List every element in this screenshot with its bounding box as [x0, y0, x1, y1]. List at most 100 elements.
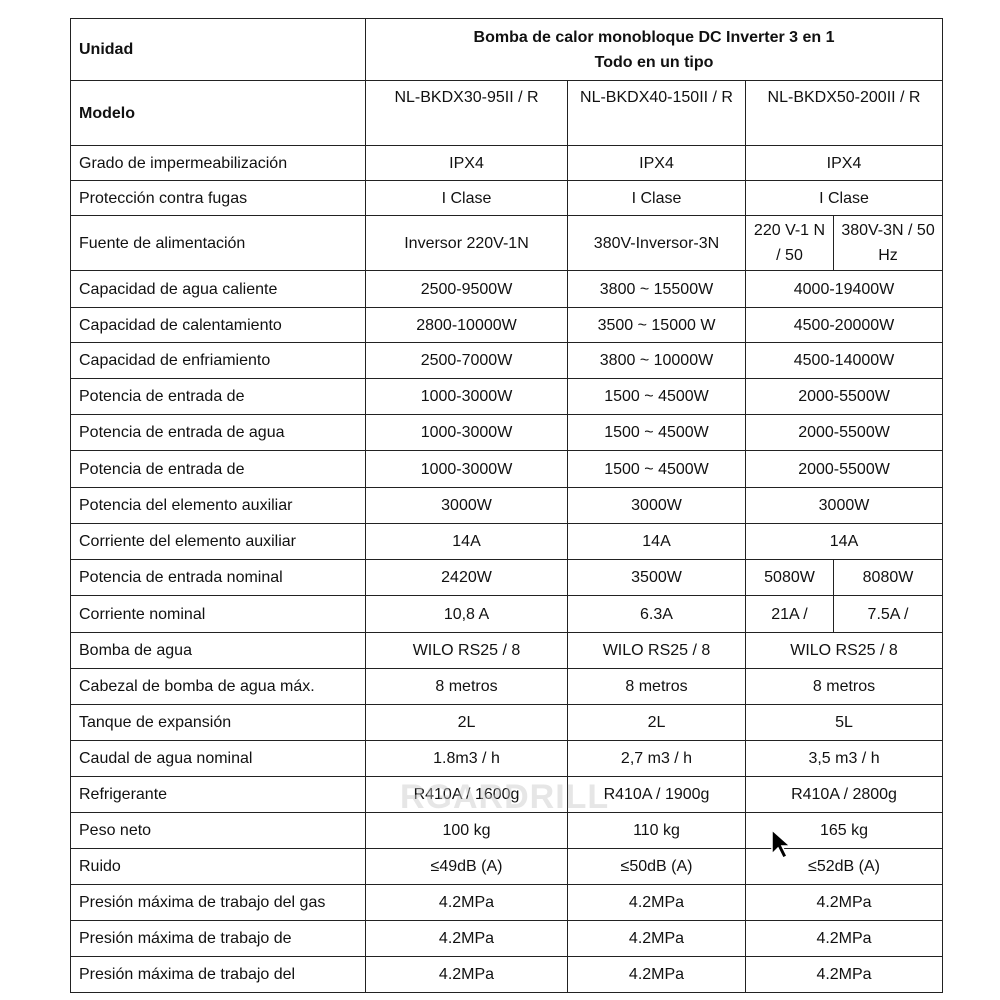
cell-value: 10,8 A [443, 605, 490, 623]
value-cell: 5080W [745, 559, 834, 596]
value-cell: 4500-20000W [744, 307, 944, 343]
cell-value: Inversor 220V-1N [404, 234, 529, 252]
header-title-line: Todo en un tipo [594, 53, 714, 71]
value-cell: 1500 ~ 4500W [567, 414, 746, 451]
cell-value: 1000-3000W [420, 460, 513, 478]
row-label: Potencia de entrada nominal [79, 569, 283, 586]
value-cell: 3000W [744, 487, 944, 524]
row-label: Capacidad de calentamiento [79, 316, 282, 334]
cell-value: 2420W [441, 569, 492, 586]
row-label: Potencia de entrada de agua [79, 424, 285, 441]
row-label-cell: Potencia de entrada de [70, 378, 366, 415]
value-cell: 7.5A / [832, 595, 944, 633]
table-row: Modelo NL-BKDX30-95II / R NL-BKDX40-150II … [70, 80, 944, 146]
value-cell: WILO RS25 / 8 [567, 632, 746, 669]
cell-value: 100 kg [442, 822, 491, 839]
model-name: NL-BKDX50-200II / R [767, 89, 921, 106]
row-label-cell: Potencia de entrada de agua [70, 414, 366, 451]
cell-value: 3,5 m3 / h [808, 750, 880, 767]
model-label-cell: Modelo [70, 80, 366, 146]
table-row: Potencia de entrada nominal 2420W 3500W 508… [70, 559, 944, 596]
row-label: Bomba de agua [79, 642, 192, 659]
value-cell: 4.2MPa [744, 920, 944, 957]
row-label-cell: Bomba de agua [70, 632, 366, 669]
cell-value: 1000-3000W [420, 388, 513, 405]
cell-value: 5L [835, 714, 853, 731]
value-cell: 100 kg [365, 812, 568, 849]
value-cell: 1000-3000W [365, 450, 568, 488]
value-cell: IPX4 [744, 145, 944, 181]
row-label: Refrigerante [79, 786, 168, 803]
row-label-cell: Capacidad de calentamiento [70, 307, 366, 343]
cell-value: 3500 ~ 15000 W [597, 316, 716, 334]
row-label: Capacidad de agua caliente [79, 280, 278, 298]
value-cell: 3800 ~ 10000W [567, 342, 746, 379]
cell-value: 1500 ~ 4500W [604, 424, 709, 441]
cell-value: 8080W [862, 569, 914, 586]
value-cell: ≤49dB (A) [365, 848, 568, 885]
cell-value: I Clase [819, 189, 869, 207]
cell-value: I Clase [631, 189, 682, 207]
row-label: Cabezal de bomba de agua máx. [79, 678, 315, 695]
cell-value: 3800 ~ 10000W [599, 352, 714, 369]
cell-value: 2,7 m3 / h [620, 750, 693, 767]
value-cell: 6.3A [567, 595, 746, 633]
row-label: Capacidad de enfriamiento [79, 352, 271, 369]
value-cell: ≤50dB (A) [567, 848, 746, 885]
row-label-cell: Corriente nominal [70, 595, 366, 633]
table-row: Protección contra fugas I Clase I Clase I C… [70, 180, 944, 216]
table-row: Unidad Bomba de calor monobloque DC Inver… [70, 18, 944, 81]
value-cell: 3500 ~ 15000 W [567, 307, 746, 343]
table-row: Tanque de expansión 2L 2L 5L [70, 704, 944, 741]
value-cell: 1000-3000W [365, 414, 568, 451]
value-cell: 4.2MPa [365, 884, 568, 921]
row-label-cell: Capacidad de enfriamiento [70, 342, 366, 379]
table-row: Potencia de entrada de agua 1000-3000W 150… [70, 414, 944, 451]
cell-value: 3000W [441, 497, 492, 514]
cell-value: 3000W [631, 497, 682, 514]
mouse-cursor [771, 828, 792, 860]
header-label-cell: Unidad [70, 18, 366, 81]
table-row: Refrigerante R410A / 1600g R410A / 1900g R4… [70, 776, 944, 813]
cell-value: 4500-14000W [793, 352, 895, 369]
cell-value: 21A / [771, 605, 808, 623]
cell-value: R410A / 1900g [603, 786, 710, 803]
cell-value: ≤50dB (A) [620, 858, 693, 875]
value-cell: 3800 ~ 15500W [567, 270, 746, 308]
value-cell: 380V-Inversor-3N [567, 215, 746, 271]
spec-table: Unidad Bomba de calor monobloque DC Inver… [70, 18, 944, 993]
value-cell: I Clase [744, 180, 944, 216]
row-label-cell: Grado de impermeabilización [70, 145, 366, 181]
value-cell: 5L [744, 704, 944, 741]
cell-value: 2500-7000W [420, 352, 513, 369]
value-cell: 4500-14000W [744, 342, 944, 379]
row-label-cell: Tanque de expansión [70, 704, 366, 741]
table-row: Capacidad de enfriamiento 2500-7000W 3800 … [70, 342, 944, 379]
table-row: Capacidad de agua caliente 2500-9500W 3800… [70, 270, 944, 308]
table-row: Corriente del elemento auxiliar 14A 14A 14A [70, 523, 944, 560]
row-label: Presión máxima de trabajo del [79, 966, 296, 983]
value-cell: Inversor 220V-1N [365, 215, 568, 271]
value-cell: 8 metros [744, 668, 944, 705]
cell-value: 1500 ~ 4500W [604, 460, 709, 478]
value-cell: WILO RS25 / 8 [744, 632, 944, 669]
cell-value: WILO RS25 / 8 [790, 642, 898, 659]
cell-value: 14A [452, 533, 481, 550]
value-cell: 4.2MPa [744, 956, 944, 993]
table-row: Caudal de agua nominal 1.8m3 / h 2,7 m3 / … [70, 740, 944, 777]
cell-value: 4.2MPa [816, 930, 872, 947]
row-label-cell: Presión máxima de trabajo del gas [70, 884, 366, 921]
value-cell: 1.8m3 / h [365, 740, 568, 777]
cell-value: 380V-Inversor-3N [593, 234, 720, 252]
cell-value: WILO RS25 / 8 [412, 642, 521, 659]
model-name: NL-BKDX40-150II / R [580, 89, 733, 106]
value-cell: 4.2MPa [567, 956, 746, 993]
model-cell: NL-BKDX50-200II / R [744, 80, 944, 146]
value-cell: 2000-5500W [744, 450, 944, 488]
value-cell: 2,7 m3 / h [567, 740, 746, 777]
value-cell: 3,5 m3 / h [744, 740, 944, 777]
value-cell: 1000-3000W [365, 378, 568, 415]
table-row: Presión máxima de trabajo del 4.2MPa 4.2MP… [70, 956, 944, 993]
value-cell: 2L [365, 704, 568, 741]
table-row: Peso neto 100 kg 110 kg 165 kg [70, 812, 944, 849]
